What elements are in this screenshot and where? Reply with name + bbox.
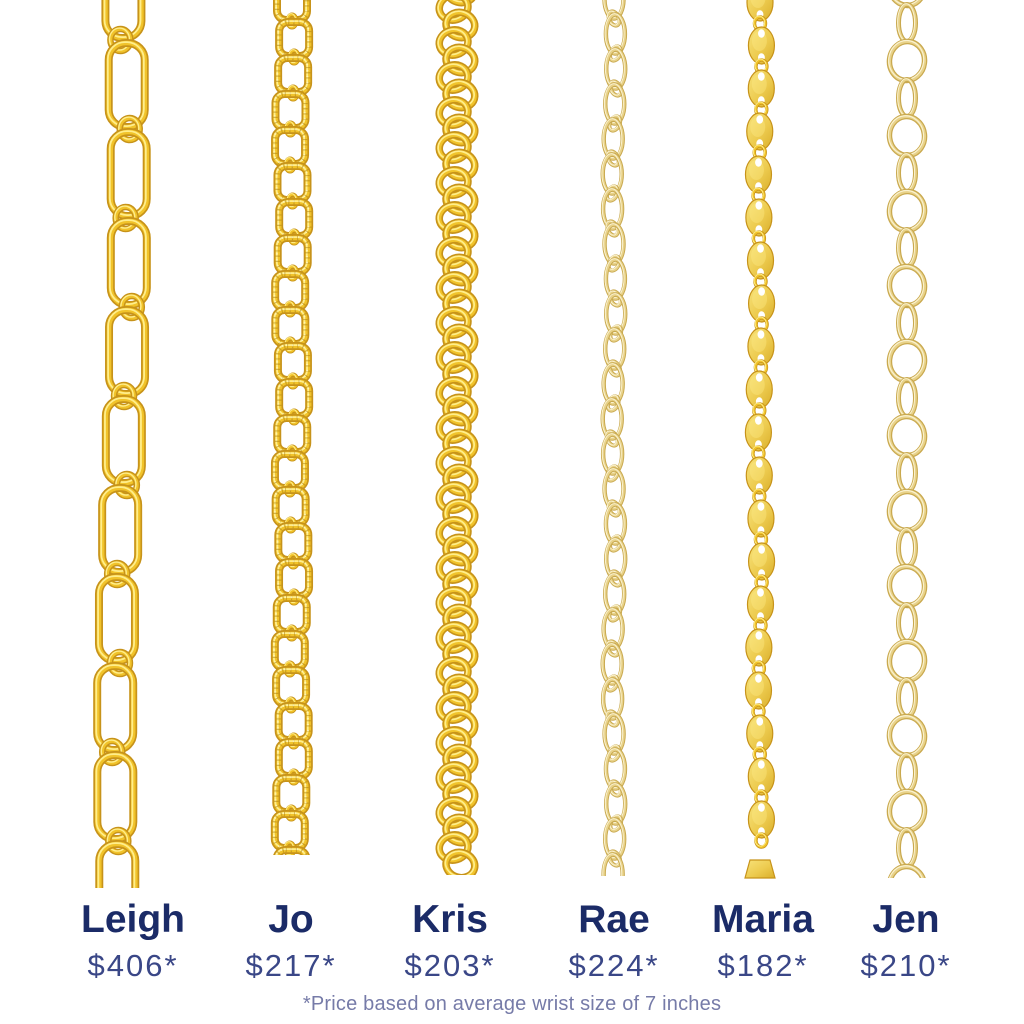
chain-name: Jo — [268, 898, 314, 941]
chain-price: $224* — [568, 948, 660, 983]
chain-name: Maria — [712, 898, 814, 941]
chain-price: $182* — [717, 948, 809, 983]
chain-name: Rae — [578, 898, 650, 941]
chain-name: Leigh — [81, 898, 185, 941]
chain-price: $406* — [87, 948, 179, 983]
price-disclaimer: *Price based on average wrist size of 7 … — [302, 993, 722, 1015]
chain-name: Kris — [412, 898, 488, 941]
chain-image-oval-rolo — [886, 0, 928, 878]
chain-image-valentino — [744, 0, 776, 879]
chain-image-textured-rolo — [270, 0, 314, 855]
chain-price: $217* — [245, 948, 337, 983]
chain-name: Jen — [872, 898, 940, 941]
chain-image-curb — [435, 0, 479, 875]
chain-price: $210* — [860, 948, 952, 983]
chain-image-paperclip — [93, 0, 151, 888]
chain-image-cable — [600, 0, 628, 876]
chain-price: $203* — [404, 948, 496, 983]
